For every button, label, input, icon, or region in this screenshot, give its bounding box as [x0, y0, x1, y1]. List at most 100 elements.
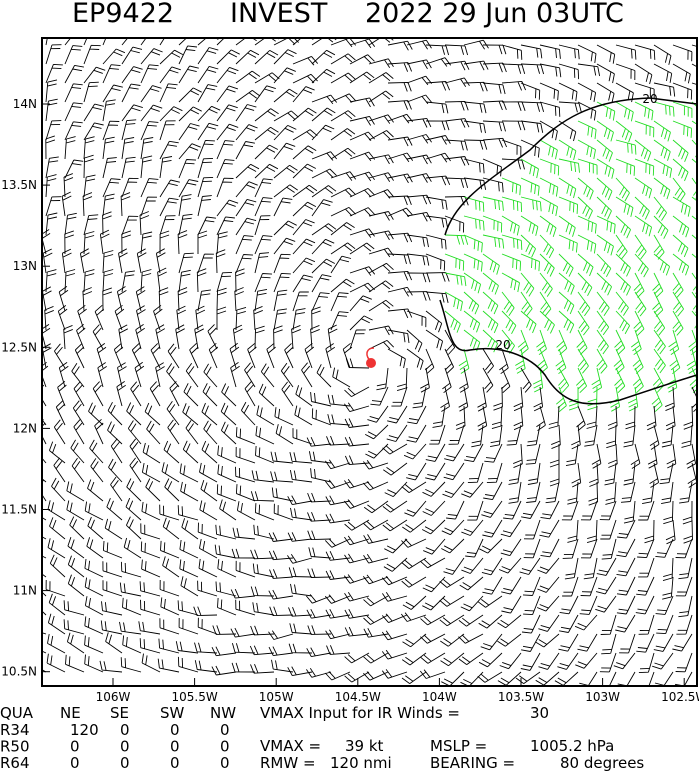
- wind-barb: [273, 184, 298, 198]
- wind-barb: [216, 231, 228, 255]
- wind-barb: [292, 145, 317, 160]
- wind-barb: [503, 500, 522, 520]
- wind-barb: [387, 348, 406, 369]
- wind-barb: [230, 362, 240, 388]
- wind-barb: [107, 401, 123, 426]
- wind-barb: [675, 652, 693, 673]
- wind-barb: [665, 405, 676, 431]
- wind-barb: [268, 646, 294, 657]
- wind-barb: [89, 439, 104, 464]
- wind-barb: [446, 500, 465, 520]
- wind-barb: [325, 343, 336, 369]
- wind-barb: [477, 671, 503, 683]
- wind-barb: [558, 63, 580, 80]
- wind-barb: [676, 614, 693, 635]
- wind-barb: [513, 405, 524, 431]
- wind-barb: [422, 576, 446, 593]
- wind-barb: [178, 106, 202, 122]
- wind-barb: [615, 234, 628, 260]
- wind-barb: [406, 348, 424, 370]
- wind-barb: [653, 139, 671, 161]
- wind-barb: [429, 424, 446, 445]
- wind-barb: [197, 253, 214, 274]
- wind-barb: [652, 272, 664, 298]
- wind-barb: [57, 305, 68, 331]
- lon-label: 105W: [259, 690, 294, 704]
- table-cell: 0: [70, 754, 80, 772]
- wind-barb: [482, 215, 503, 233]
- wind-barb: [382, 592, 408, 602]
- wind-barb: [558, 215, 576, 237]
- wind-barb: [367, 405, 389, 423]
- wind-barb: [521, 500, 541, 519]
- wind-barb: [370, 386, 389, 406]
- wind-barb: [84, 635, 104, 654]
- wind-barb: [142, 442, 161, 464]
- wind-barb: [382, 500, 408, 513]
- wind-barb: [308, 451, 332, 464]
- wind-barb: [181, 518, 199, 540]
- wind-barb: [644, 519, 655, 544]
- wind-barb: [506, 424, 522, 446]
- wind-barb: [580, 500, 598, 521]
- wind-barb: [406, 234, 429, 248]
- wind-barb: [102, 211, 112, 236]
- wind-barb: [197, 122, 219, 141]
- wind-barb: [443, 462, 465, 481]
- wind-barb: [121, 38, 129, 46]
- wind-barb: [94, 418, 104, 445]
- wind-barb: [501, 120, 526, 131]
- wind-barb: [458, 348, 470, 374]
- wind-barb: [157, 658, 180, 673]
- wind-barb: [105, 632, 123, 654]
- wind-barb: [99, 660, 123, 673]
- wind-barb: [100, 620, 123, 635]
- lat-label: 14N: [13, 97, 37, 111]
- wind-barb: [555, 348, 567, 375]
- wind-barb: [460, 671, 484, 686]
- wind-barb: [425, 120, 450, 131]
- wind-barb: [254, 50, 279, 65]
- wind-barb: [49, 554, 66, 578]
- wind-barb: [198, 558, 218, 578]
- wind-barb: [537, 576, 560, 593]
- wind-barb: [425, 57, 452, 67]
- wind-barb: [653, 348, 666, 374]
- wind-barb: [655, 595, 674, 615]
- wind-barb: [419, 669, 446, 679]
- wind-barb: [64, 159, 84, 179]
- wind-barb: [368, 262, 394, 274]
- wind-barb: [42, 381, 47, 407]
- wind-barb: [444, 100, 469, 111]
- wind-barb: [463, 120, 486, 134]
- wind-barb: [515, 348, 526, 374]
- wind-barb: [406, 253, 430, 266]
- wind-barb: [139, 638, 161, 654]
- wind-barb: [292, 107, 317, 122]
- wind-barb: [444, 215, 465, 233]
- wind-barb: [214, 544, 237, 559]
- wind-barb: [330, 171, 357, 181]
- wind-barb: [539, 82, 559, 101]
- wind-barb: [478, 652, 503, 668]
- footer-text: RMW =: [260, 754, 316, 772]
- wind-barb: [330, 206, 356, 217]
- wind-barb: [178, 87, 202, 103]
- wind-barb: [577, 120, 597, 139]
- wind-barb: [230, 627, 256, 638]
- wind-barb: [180, 576, 199, 597]
- wind-barb: [273, 308, 287, 331]
- wind-barb: [254, 252, 270, 274]
- wind-barb: [499, 652, 522, 670]
- wind-barb: [325, 513, 351, 524]
- wind-barb: [463, 215, 485, 231]
- wind-barb: [497, 614, 522, 629]
- wind-barb: [520, 272, 535, 297]
- wind-barb: [501, 576, 522, 595]
- wind-barb: [558, 253, 574, 277]
- wind-barb: [591, 367, 603, 393]
- wind-barb: [539, 291, 552, 317]
- wind-barb: [678, 557, 693, 580]
- wind-barb: [235, 104, 257, 122]
- wind-barb: [558, 196, 579, 214]
